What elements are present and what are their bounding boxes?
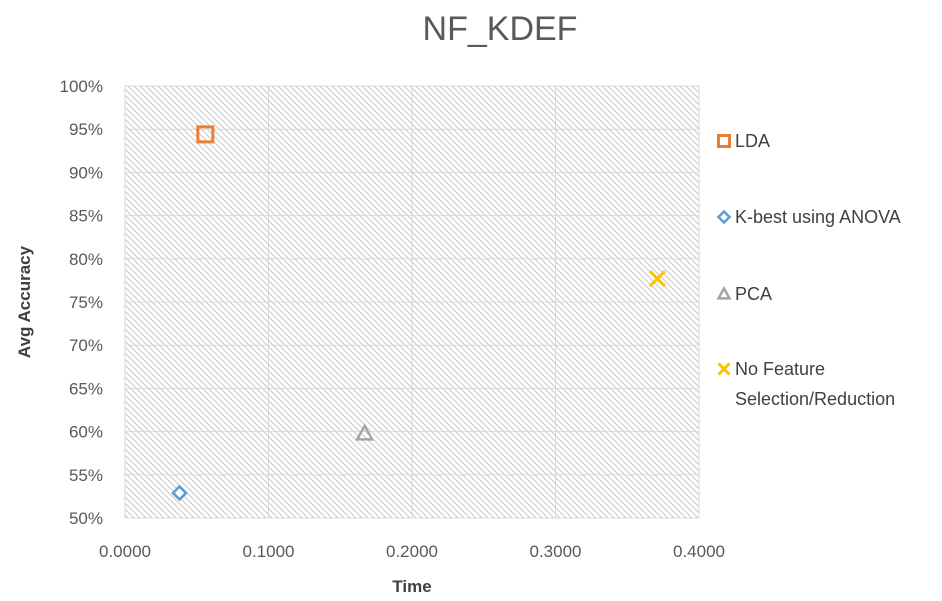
y-tick-label: 80%: [69, 250, 103, 269]
x-tick-label: 0.4000: [673, 542, 725, 561]
data-point: [171, 484, 188, 502]
x-tick-label: 0.3000: [530, 542, 582, 561]
y-axis-title: Avg Accuracy: [15, 245, 34, 358]
legend: LDA K-best using ANOVA PCA No Feature Select…: [716, 131, 901, 409]
x-tick-label: 0.1000: [243, 542, 295, 561]
data-point: [196, 125, 215, 144]
legend-label: K-best using ANOVA: [735, 207, 901, 227]
y-tick-label: 60%: [69, 423, 103, 442]
y-tick-label: 100%: [60, 77, 103, 96]
x-axis-title: Time: [392, 577, 431, 596]
data-points: [171, 125, 666, 502]
legend-marker: [717, 134, 731, 148]
legend-marker: [716, 209, 732, 225]
legend-item: LDA: [717, 131, 770, 151]
y-tick-label: 90%: [69, 163, 103, 182]
x-tick-label: 0.2000: [386, 542, 438, 561]
legend-label: PCA: [735, 284, 772, 304]
chart-title: NF_KDEF: [423, 10, 578, 48]
legend-label: Selection/Reduction: [735, 389, 895, 409]
y-tick-label: 95%: [69, 120, 103, 139]
y-tick-label: 70%: [69, 336, 103, 355]
data-point: [355, 423, 375, 441]
legend-label: LDA: [735, 131, 770, 151]
legend-label: No Feature: [735, 359, 825, 379]
y-tick-label: 65%: [69, 379, 103, 398]
y-tick-label: 75%: [69, 293, 103, 312]
legend-marker: [716, 285, 732, 300]
x-tick-label: 0.0000: [99, 542, 151, 561]
legend-item: No Feature Selection/Reduction: [717, 359, 895, 409]
legend-marker: [717, 362, 731, 376]
grid-lines: [124, 85, 700, 519]
y-tick-label: 50%: [69, 509, 103, 528]
data-point: [648, 270, 666, 288]
legend-item: PCA: [716, 284, 772, 304]
y-axis-ticks: 50% 55% 60% 65% 70% 75% 80% 85% 90% 95% 100%: [60, 77, 103, 528]
y-tick-label: 85%: [69, 207, 103, 226]
y-tick-label: 55%: [69, 466, 103, 485]
x-axis-ticks: 0.0000 0.1000 0.2000 0.3000 0.4000: [99, 542, 725, 561]
legend-item: K-best using ANOVA: [716, 207, 901, 227]
